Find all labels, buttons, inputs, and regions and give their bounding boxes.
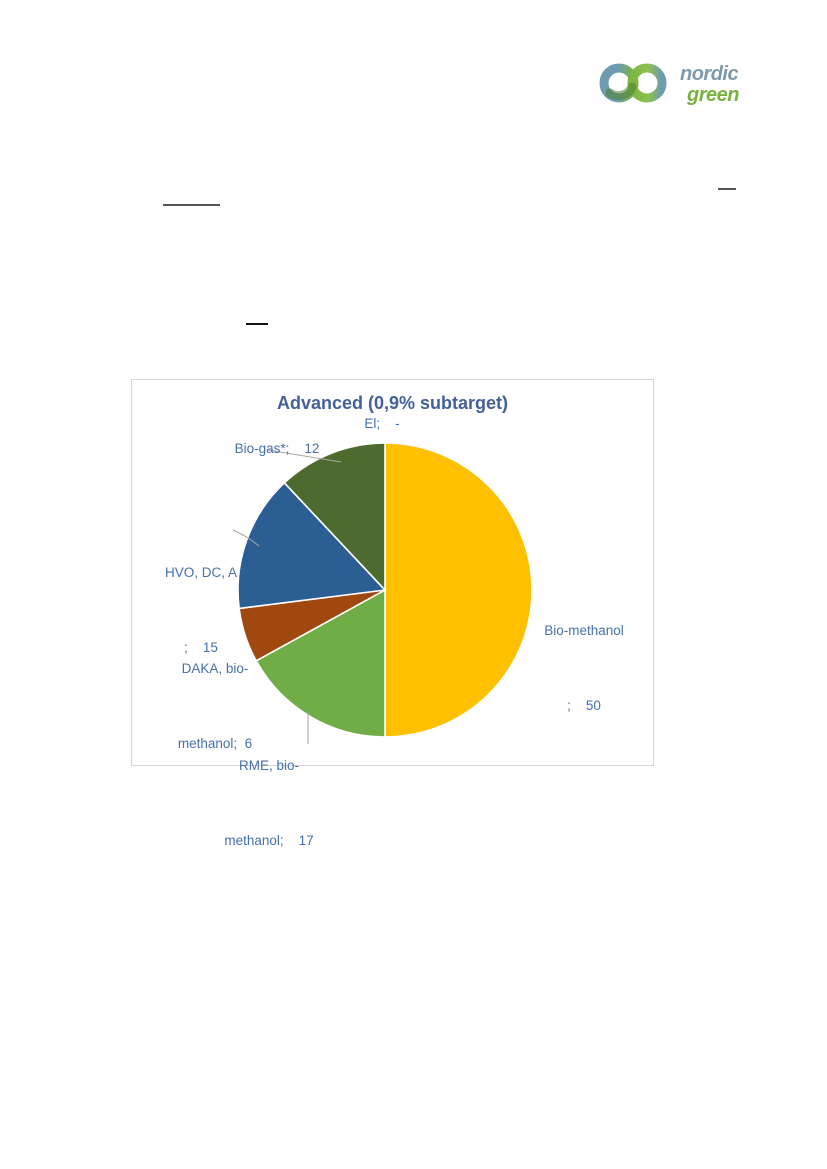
chart-title: Advanced (0,9% subtarget)	[276, 393, 509, 413]
pie-slice-bio-methanol	[384, 442, 533, 738]
underline-mark-middle	[246, 323, 268, 325]
nordic-green-logo: nordic green	[596, 56, 754, 110]
data-label-rme: RME, bio- methanol; 17	[224, 758, 314, 848]
logo-word-nordic: nordic	[680, 62, 739, 85]
data-label-el: El; -	[364, 416, 400, 431]
pie-slice-bio-gas	[283, 442, 386, 593]
underline-mark-top-right	[718, 188, 736, 190]
data-label-biomethanol: Bio-methanol ; 50	[544, 623, 624, 713]
logo-word-green: green	[687, 83, 739, 106]
infinity-ribbon-icon	[599, 63, 667, 103]
data-label-hvo: HVO, DC, A ; 15	[164, 565, 237, 655]
leader-line-hvo	[232, 529, 260, 547]
leader-line-biogas	[267, 449, 342, 463]
pie-chart	[232, 442, 533, 744]
data-label-biogas: Bio-gas*; 12	[234, 441, 320, 456]
underline-mark-left	[163, 204, 220, 206]
pie-chart-container: Advanced (0,9% subtarget) El; - Bio-gas*…	[131, 379, 654, 848]
pie-slice-rme-bio-methanol	[255, 588, 386, 738]
data-label-daka: DAKA, bio- methanol; 6	[177, 661, 253, 751]
pie-slice-hvo-dc-a	[237, 481, 387, 610]
